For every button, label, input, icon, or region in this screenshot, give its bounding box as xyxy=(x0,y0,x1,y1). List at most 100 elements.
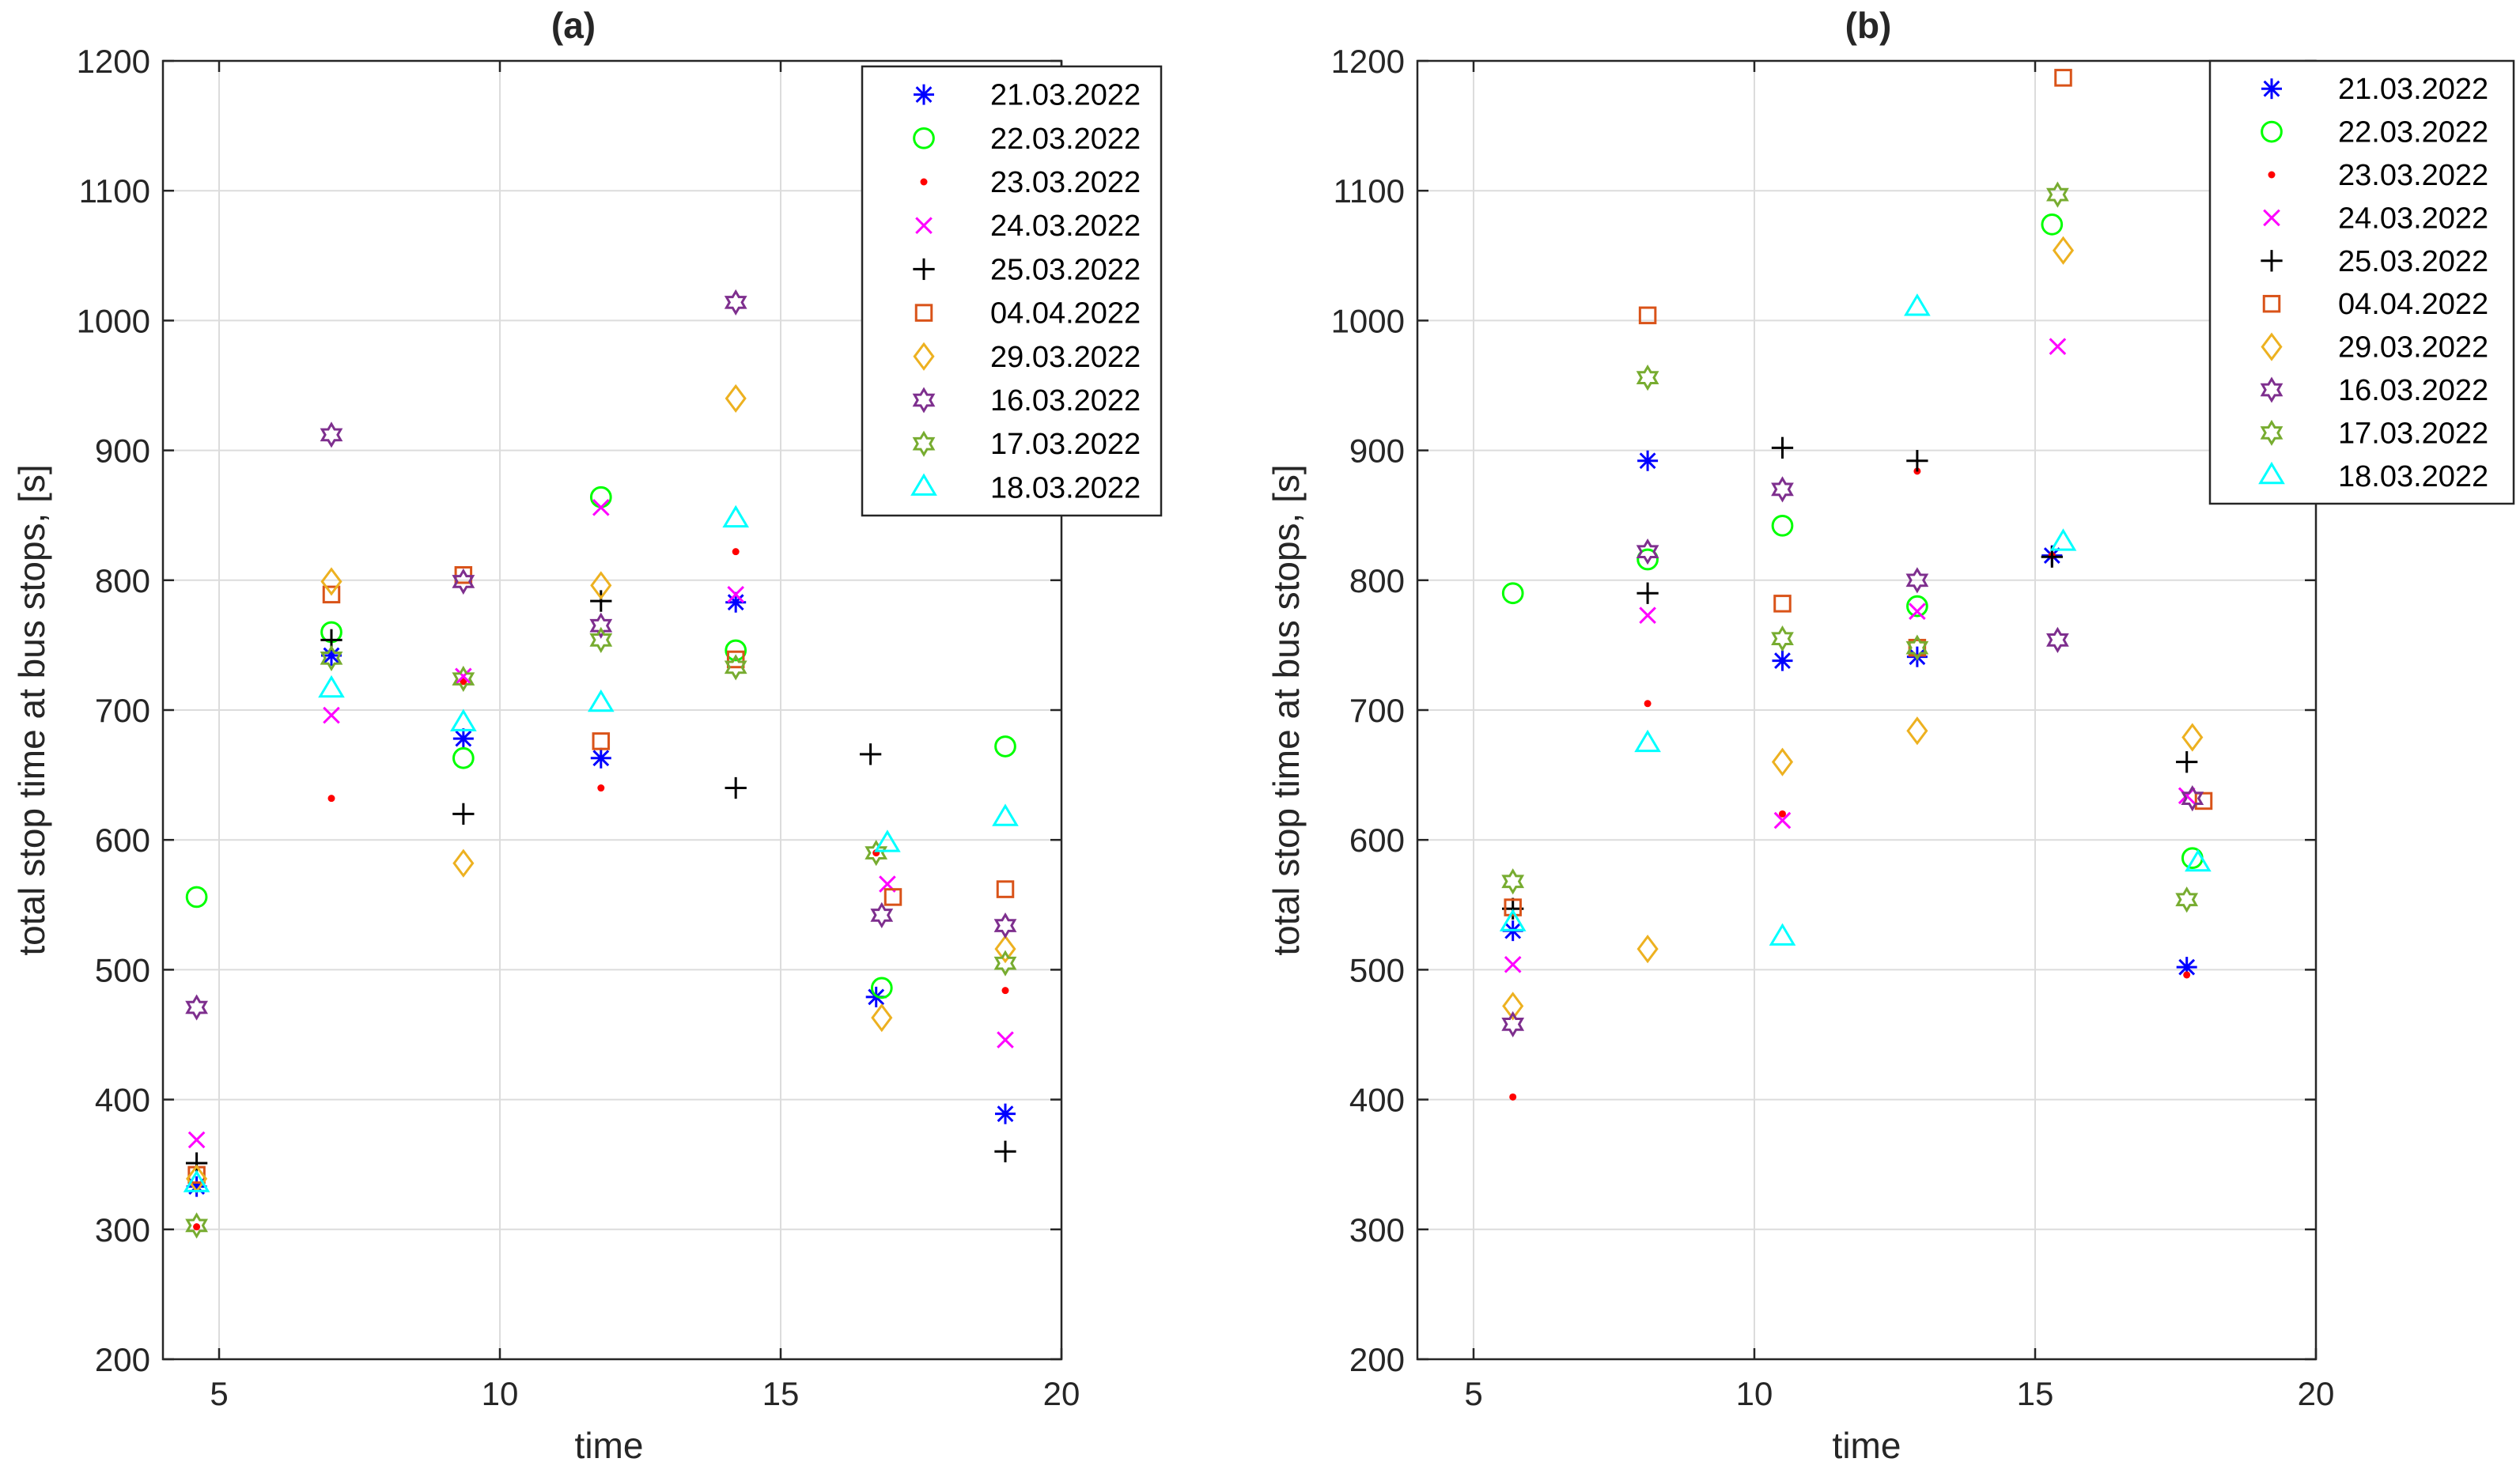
data-point xyxy=(2185,848,2212,872)
data-point xyxy=(726,650,745,669)
data-point xyxy=(859,743,882,765)
data-point xyxy=(870,977,893,999)
y-tick-label: 600 xyxy=(1349,822,1405,859)
data-point xyxy=(725,639,747,662)
legend-item[interactable]: 16.03.2022 xyxy=(912,384,1141,417)
data-point xyxy=(590,590,612,612)
data-point xyxy=(2261,332,2283,361)
data-point xyxy=(1779,810,1786,818)
data-point xyxy=(725,383,747,414)
legend-label: 21.03.2022 xyxy=(2338,73,2488,106)
data-point xyxy=(323,706,340,724)
legend-item[interactable]: 25.03.2022 xyxy=(913,253,1141,286)
legend-label: 25.03.2022 xyxy=(990,253,1141,286)
data-point xyxy=(913,342,935,371)
data-point xyxy=(2261,78,2282,100)
legend-item[interactable]: 17.03.2022 xyxy=(912,428,1141,461)
legend-label: 23.03.2022 xyxy=(2338,159,2488,192)
legend-label: 29.03.2022 xyxy=(990,341,1141,374)
data-point xyxy=(1636,538,1659,565)
data-point xyxy=(455,667,472,686)
data-point xyxy=(1906,716,1928,746)
data-point xyxy=(1634,729,1661,753)
data-point xyxy=(2175,886,2199,913)
legend[interactable]: 21.03.2022 22.03.2022 23.03.2022 24.03.2022… xyxy=(861,65,1163,517)
data-point xyxy=(1904,293,1931,316)
data-point xyxy=(884,888,902,906)
legend-item[interactable]: 22.03.2022 xyxy=(2261,116,2489,149)
y-tick-label: 200 xyxy=(1349,1341,1405,1378)
data-point xyxy=(727,586,745,603)
data-point xyxy=(1772,650,1793,671)
y-tick-label: 400 xyxy=(95,1082,150,1119)
y-tick-label: 300 xyxy=(1349,1211,1405,1249)
data-point xyxy=(327,795,335,803)
legend-label: 18.03.2022 xyxy=(990,471,1141,504)
data-point xyxy=(187,1131,206,1149)
legend-label: 24.03.2022 xyxy=(2338,202,2488,235)
legend-item[interactable]: 18.03.2022 xyxy=(910,471,1141,504)
legend-item[interactable]: 25.03.2022 xyxy=(2261,245,2488,278)
x-axis-label: time xyxy=(1833,1425,1901,1466)
legend-item[interactable]: 04.04.2022 xyxy=(914,297,1141,331)
x-tick-label: 10 xyxy=(1736,1375,1773,1412)
legend-item[interactable]: 24.03.2022 xyxy=(2263,202,2488,235)
legend-item[interactable]: 22.03.2022 xyxy=(913,123,1141,156)
legend-item[interactable]: 29.03.2022 xyxy=(913,341,1141,374)
data-point xyxy=(1906,595,1928,618)
data-point xyxy=(1636,582,1659,604)
data-point xyxy=(2046,626,2069,653)
data-point xyxy=(2260,419,2284,446)
legend-item[interactable]: 17.03.2022 xyxy=(2260,417,2488,450)
legend-label: 25.03.2022 xyxy=(2338,245,2488,278)
legend-label: 21.03.2022 xyxy=(990,79,1141,112)
data-point xyxy=(1905,634,1929,661)
data-point xyxy=(1638,306,1657,325)
data-point xyxy=(1908,638,1927,657)
legend-label: 16.03.2022 xyxy=(2338,374,2488,407)
data-points xyxy=(183,289,1019,1239)
legend-item[interactable]: 23.03.2022 xyxy=(2268,159,2489,192)
legend-item[interactable]: 23.03.2022 xyxy=(920,166,1141,199)
data-point xyxy=(995,1103,1016,1124)
data-point xyxy=(1636,548,1659,571)
data-point xyxy=(590,571,612,600)
chart-title: (b) xyxy=(1845,5,1892,46)
data-point xyxy=(2263,209,2280,227)
data-point xyxy=(2049,528,2077,551)
legend-item[interactable]: 18.03.2022 xyxy=(2258,460,2488,493)
data-point xyxy=(1771,625,1794,652)
y-tick-label: 1100 xyxy=(79,172,150,210)
data-point xyxy=(1636,365,1659,391)
legend-box xyxy=(2208,59,2515,505)
axis-ticks: 200 300 400 500 600 700 800 900 1000 1100 1200 5 10 1… xyxy=(1331,43,2335,1412)
y-tick-label: 300 xyxy=(95,1211,150,1249)
data-point xyxy=(724,289,747,316)
legend-item[interactable]: 21.03.2022 xyxy=(914,79,1141,112)
data-point xyxy=(997,1031,1014,1048)
data-point xyxy=(994,735,1016,758)
x-axis-label: time xyxy=(575,1425,644,1466)
legend-item[interactable]: 16.03.2022 xyxy=(2260,374,2488,407)
data-point xyxy=(592,732,611,750)
data-point xyxy=(913,258,935,281)
legend-item[interactable]: 29.03.2022 xyxy=(2261,331,2488,365)
data-point xyxy=(732,548,740,556)
data-point xyxy=(2052,236,2075,265)
legend-item[interactable]: 04.04.2022 xyxy=(2262,288,2488,321)
legend-item[interactable]: 21.03.2022 xyxy=(2261,73,2488,106)
legend-item[interactable]: 24.03.2022 xyxy=(915,210,1141,243)
data-point xyxy=(2194,792,2213,810)
data-point xyxy=(1769,923,1796,946)
data-point xyxy=(452,848,475,878)
y-tick-label: 1000 xyxy=(77,302,150,339)
data-point xyxy=(1773,595,1792,613)
y-tick-label: 800 xyxy=(1349,562,1405,599)
data-point xyxy=(452,746,475,769)
data-point xyxy=(2046,181,2069,208)
legend[interactable]: 21.03.2022 22.03.2022 23.03.2022 24.03.2022… xyxy=(2208,59,2515,505)
data-point xyxy=(993,950,1017,977)
y-tick-label: 1200 xyxy=(1331,43,1405,80)
data-point xyxy=(587,689,615,712)
